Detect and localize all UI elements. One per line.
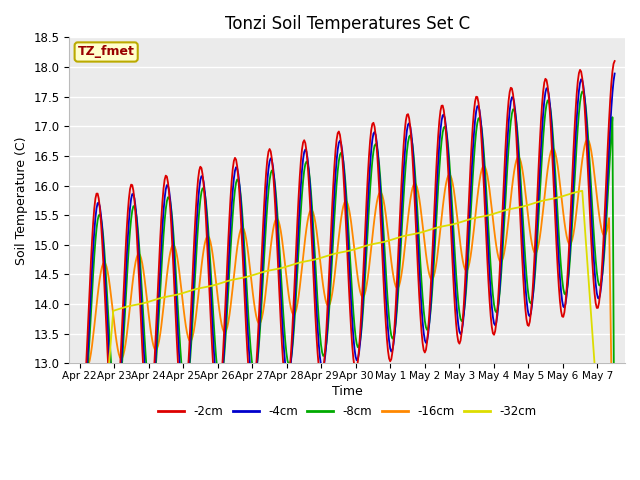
X-axis label: Time: Time (332, 385, 363, 398)
Text: TZ_fmet: TZ_fmet (77, 46, 134, 59)
Legend: -2cm, -4cm, -8cm, -16cm, -32cm: -2cm, -4cm, -8cm, -16cm, -32cm (154, 400, 541, 423)
Y-axis label: Soil Temperature (C): Soil Temperature (C) (15, 136, 28, 264)
Title: Tonzi Soil Temperatures Set C: Tonzi Soil Temperatures Set C (225, 15, 470, 33)
